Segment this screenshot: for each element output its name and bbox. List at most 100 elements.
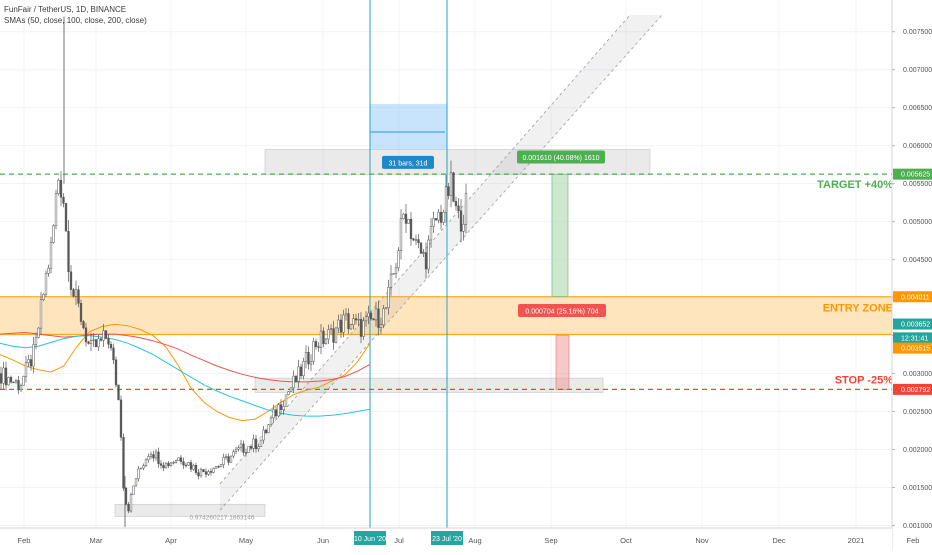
candle-body (332, 328, 335, 343)
candle (107, 333, 110, 349)
candle (399, 209, 403, 260)
candle-body (32, 344, 35, 367)
candle (159, 460, 163, 469)
candle-body (62, 197, 65, 204)
loss-label[interactable]: 0.000704 (25.16%) 704 (518, 304, 606, 318)
candle-body (17, 380, 20, 391)
candle (114, 356, 118, 388)
candle-body (439, 211, 443, 223)
candle-body (84, 327, 88, 343)
candle-body (392, 273, 395, 275)
candle (219, 464, 223, 468)
candle-body (302, 361, 305, 377)
candle (217, 465, 220, 468)
candle-body (267, 424, 270, 433)
candle (259, 439, 263, 447)
candle (22, 375, 25, 387)
candle-body (452, 172, 455, 202)
candle-body (192, 465, 195, 470)
candle-body (292, 375, 295, 389)
candle-body (67, 231, 70, 273)
candle-body (329, 328, 333, 330)
candle (439, 204, 443, 230)
candle (207, 469, 210, 477)
candle-body (174, 460, 178, 463)
candle-body (0, 373, 3, 384)
candle-body (22, 376, 25, 386)
candle (119, 395, 123, 441)
candle-body (414, 239, 418, 241)
candle (367, 305, 370, 325)
candle (284, 394, 288, 407)
candle-body (2, 367, 5, 384)
candle-body (402, 213, 405, 219)
candle-body (359, 318, 363, 337)
candle-body (307, 352, 310, 365)
candle-body (427, 239, 430, 270)
stop-label: STOP -25% (835, 374, 894, 386)
candle-body (204, 471, 208, 475)
candle-body (249, 446, 253, 449)
candle-body (42, 294, 45, 301)
candle-body (212, 468, 215, 473)
bars-range-label[interactable]: 31 bars, 31d (382, 155, 434, 169)
candle-body (202, 469, 205, 472)
candle (184, 462, 188, 468)
sma-line-sma-50 (0, 323, 371, 422)
candle-body (279, 404, 283, 410)
candle (17, 376, 20, 395)
candle-body (92, 339, 95, 341)
candle (299, 363, 303, 379)
time-tick-label: Jun (317, 536, 329, 545)
candle-body (454, 201, 458, 207)
candle-body (47, 267, 50, 274)
candle-body (354, 318, 358, 321)
candle (57, 178, 60, 196)
candle (97, 334, 100, 351)
gain-label[interactable]: 0.001610 (40.08%) 1610 (517, 150, 605, 164)
candle-body (432, 218, 435, 227)
candle (359, 312, 363, 344)
candle (99, 337, 103, 342)
candle (0, 366, 3, 390)
candle (234, 446, 238, 455)
candle (412, 237, 415, 242)
sma-line-sma-200 (0, 335, 371, 417)
candle-body (37, 327, 40, 338)
candle-body (149, 454, 153, 457)
candle-body (87, 341, 90, 344)
candle-body (457, 205, 460, 211)
candle (327, 324, 330, 344)
candle (392, 273, 395, 275)
candle (307, 346, 310, 370)
candle (122, 433, 125, 491)
candle-body (304, 352, 308, 362)
time-tick-label: 2021 (848, 536, 865, 545)
candle-body (397, 250, 400, 269)
candle-body (104, 330, 108, 339)
candle (199, 467, 203, 478)
price-tick-label: 0.005500 (903, 181, 932, 188)
candle-body (419, 242, 423, 254)
candle (222, 453, 225, 469)
candle (177, 457, 180, 461)
price-axis[interactable]: 0.001000 0.001500 0.002000 0.002500 0.003000… (891, 0, 932, 550)
candle-body (177, 457, 180, 461)
candle (37, 327, 40, 339)
candle (387, 279, 390, 315)
candle-body (232, 451, 235, 457)
candle (354, 314, 358, 325)
time-axis[interactable]: Feb Mar Apr May Jun Jul Aug Sep Oct Nov Dec 2021 Feb… (0, 527, 919, 550)
candle (329, 324, 333, 335)
candle (374, 301, 378, 327)
candle (202, 468, 205, 473)
candle (249, 444, 253, 451)
candle (377, 300, 380, 336)
candle (394, 262, 398, 279)
price-axis-bg (892, 0, 932, 550)
candle-body (94, 339, 98, 348)
candle-body (282, 405, 285, 410)
candle (457, 198, 460, 219)
